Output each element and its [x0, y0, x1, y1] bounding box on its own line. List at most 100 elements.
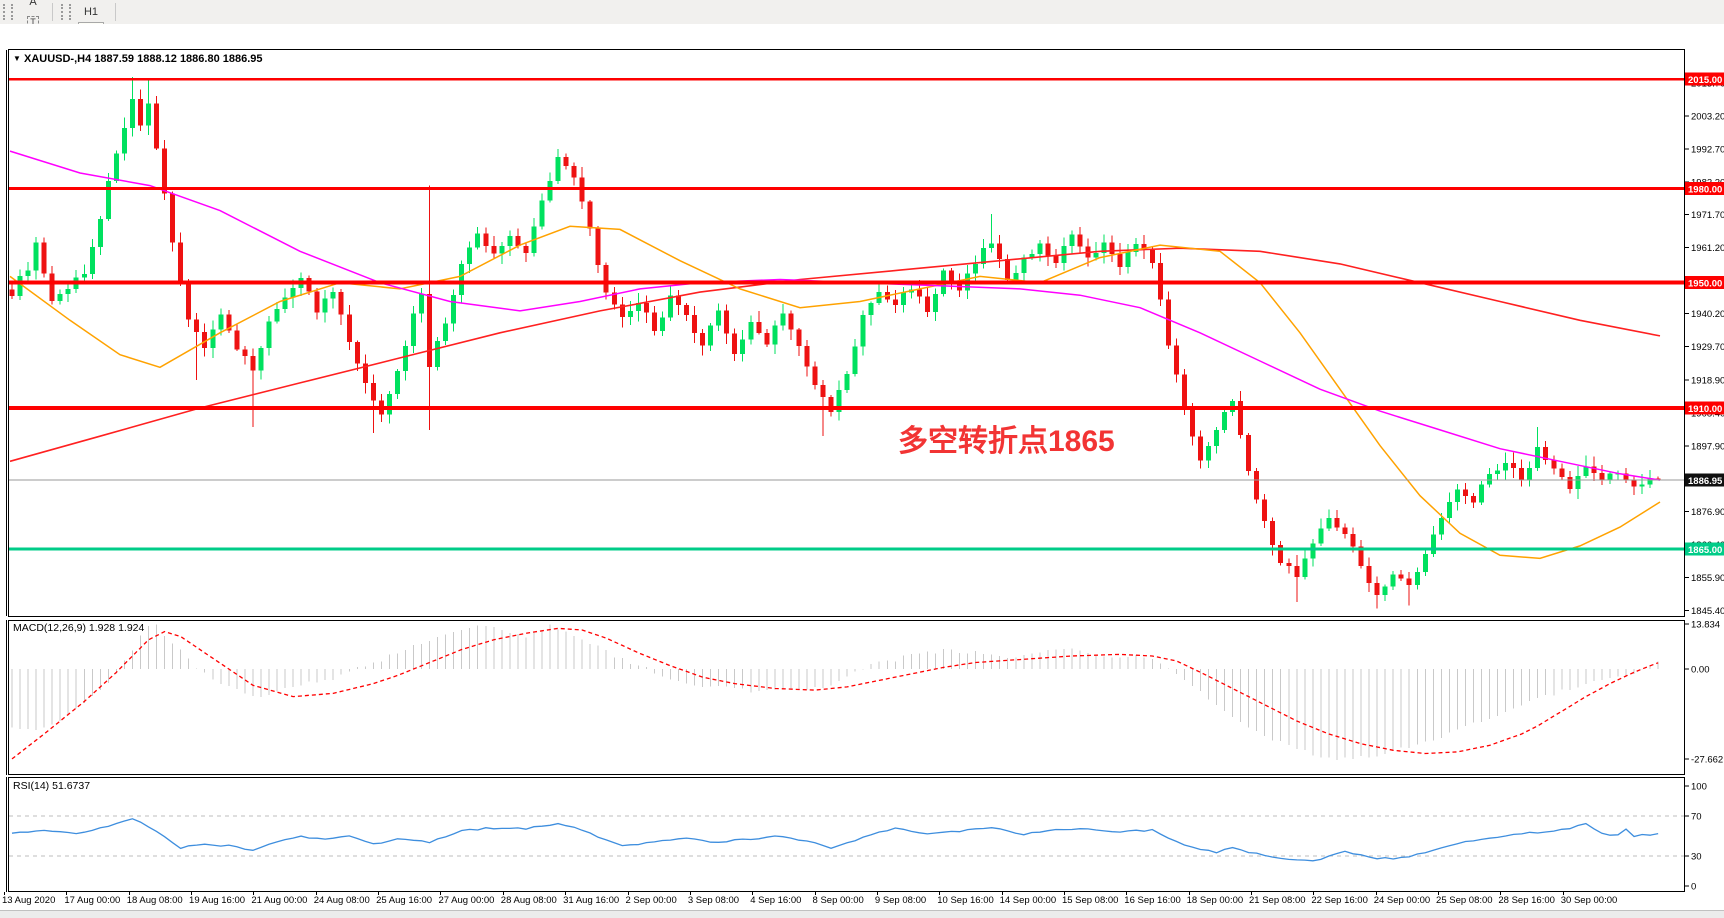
time-axis-tick	[939, 892, 941, 895]
time-axis-label: 28 Aug 08:00	[500, 895, 557, 906]
price-tick-label: 1992.70	[1691, 144, 1724, 155]
time-axis-tick	[1126, 892, 1128, 895]
time-axis-tick	[1375, 892, 1377, 895]
macd-panel[interactable]: 13.834 0.00 -27.662	[0, 619, 1724, 776]
level-badge-label: 1950.00	[1688, 279, 1722, 290]
time-axis-tick	[814, 892, 816, 895]
price-tick-label: 1897.90	[1691, 441, 1724, 452]
level-badge-label: 1865.00	[1688, 545, 1722, 556]
main-price-chart[interactable]: 2013.702003.201992.701982.201971.701961.…	[0, 48, 1724, 617]
price-tick-label: 1929.70	[1691, 342, 1724, 353]
level-badge-label: 1910.00	[1688, 404, 1722, 415]
time-axis-label: 27 Aug 00:00	[438, 895, 495, 906]
time-axis-label: 10 Sep 16:00	[937, 895, 994, 906]
symbol-ohlc-title: ▼ XAUUSD-,H4 1887.59 1888.12 1886.80 188…	[13, 53, 263, 65]
timeframe-h1-button[interactable]: H1	[78, 2, 104, 22]
time-axis-tick	[4, 892, 5, 895]
time-axis-tick	[502, 892, 504, 895]
candlestick-series	[9, 77, 1661, 609]
time-axis-label: 16 Sep 16:00	[1124, 895, 1181, 906]
rsi-tick-label: 30	[1691, 852, 1702, 863]
level-price-badge	[1685, 182, 1724, 196]
price-tick-label: 1855.90	[1691, 573, 1724, 584]
time-axis-label: 30 Sep 00:00	[1560, 895, 1618, 906]
price-axis: 2013.702003.201992.701982.201971.701961.…	[1684, 79, 1724, 617]
time-axis-label: 15 Sep 08:00	[1061, 895, 1119, 906]
symbol-period: XAUUSD-,H4	[23, 53, 92, 65]
rsi-level-lines: 100 70 30 0	[9, 782, 1707, 893]
time-axis-tick	[378, 892, 380, 895]
time-axis-label: 24 Sep 00:00	[1373, 895, 1431, 906]
toolbar-drag-handle[interactable]	[61, 4, 71, 20]
price-tick-label: 1876.90	[1691, 507, 1724, 518]
level-badge-label: 1980.00	[1688, 185, 1722, 196]
time-axis-label: 18 Sep 00:00	[1186, 895, 1244, 906]
macd-tick-label: 0.00	[1691, 665, 1710, 676]
time-axis-label: 24 Aug 08:00	[313, 895, 370, 906]
chart-text-annotation[interactable]: 多空转折点1865	[898, 425, 1115, 458]
time-axis-label: 17 Aug 00:00	[64, 895, 121, 906]
rsi-tick-label: 100	[1691, 782, 1707, 793]
window-bottom-strip	[0, 910, 1724, 918]
time-axis-label: 9 Sep 08:00	[874, 895, 927, 906]
time-axis[interactable]: 13 Aug 2020 17 Aug 00:00 18 Aug 08:00 19 Au…	[0, 892, 1724, 910]
price-tick-label: 1845.40	[1691, 606, 1724, 617]
time-axis-tick	[1438, 892, 1440, 895]
rsi-panel[interactable]: 100 70 30 0	[0, 776, 1724, 893]
macd-plot-border	[8, 620, 1685, 775]
toolbar-separator	[52, 3, 53, 21]
macd-histogram	[11, 624, 1659, 760]
time-axis-tick	[191, 892, 193, 895]
time-axis-label: 28 Sep 16:00	[1498, 895, 1555, 906]
main-plot-border	[8, 49, 1685, 617]
time-axis-label: 21 Aug 00:00	[251, 895, 308, 906]
time-axis-label: 25 Sep 08:00	[1436, 895, 1493, 906]
time-axis-label: 19 Aug 16:00	[189, 895, 246, 906]
time-axis-label: 21 Sep 08:00	[1249, 895, 1306, 906]
ohlc-low: 1886.80	[179, 53, 220, 65]
price-tick-label: 1971.70	[1691, 210, 1724, 221]
time-axis-label: 2 Sep 00:00	[625, 895, 677, 906]
text-annotation-tool-icon: A	[29, 0, 37, 8]
time-axis-label: 25 Aug 16:00	[376, 895, 433, 906]
horizontal-level-lines[interactable]: 2015.00 1980.00 1950.00 1910.00 1865.00	[9, 72, 1724, 556]
level-price-badge	[1685, 276, 1724, 290]
toolbar-drag-handle[interactable]	[3, 4, 13, 20]
time-axis-tick	[315, 892, 317, 895]
time-axis-tick	[876, 892, 878, 895]
rsi-tick-label: 70	[1691, 812, 1702, 823]
ma-orange-line[interactable]	[9, 225, 1661, 560]
time-axis-label: 3 Sep 08:00	[687, 895, 740, 906]
time-axis-tick	[1063, 892, 1065, 895]
collapse-triangle-icon[interactable]: ▼	[13, 54, 21, 63]
macd-axis: 13.834 0.00 -27.662	[1684, 620, 1723, 765]
time-axis-tick	[1188, 892, 1190, 895]
level-badge-label: 2015.00	[1688, 75, 1722, 86]
bid-price-badge	[1685, 473, 1724, 487]
level-price-badge	[1685, 72, 1724, 86]
chart-window: 2013.702003.201992.701982.201971.701961.…	[0, 24, 1724, 918]
time-axis-label: 18 Aug 08:00	[126, 895, 183, 906]
time-axis-label: 14 Sep 00:00	[999, 895, 1057, 906]
toolbar-separator	[115, 3, 117, 21]
time-axis-tick	[1562, 892, 1564, 895]
time-axis-label: 4 Sep 16:00	[750, 895, 802, 906]
time-axis-label: 13 Aug 2020	[2, 895, 56, 906]
text-annotation-tool-button[interactable]: A	[20, 0, 46, 12]
ohlc-close: 1886.95	[222, 53, 263, 65]
ohlc-open: 1887.59	[94, 53, 135, 65]
rsi-tick-label: 0	[1691, 882, 1696, 893]
price-tick-label: 1918.90	[1691, 376, 1724, 387]
time-axis-label: 8 Sep 00:00	[812, 895, 864, 906]
ohlc-high: 1888.12	[137, 53, 177, 65]
time-axis-tick	[1001, 892, 1003, 895]
bid-badge-label: 1886.95	[1688, 476, 1723, 487]
macd-tick-label: -27.662	[1691, 754, 1723, 765]
time-axis-tick	[627, 892, 629, 895]
time-axis-label: 22 Sep 16:00	[1311, 895, 1368, 906]
time-axis-tick	[1500, 892, 1502, 895]
level-price-badge	[1685, 401, 1724, 415]
time-axis-tick	[689, 892, 691, 895]
time-axis-tick	[440, 892, 442, 895]
time-axis-label: 31 Aug 16:00	[563, 895, 620, 906]
